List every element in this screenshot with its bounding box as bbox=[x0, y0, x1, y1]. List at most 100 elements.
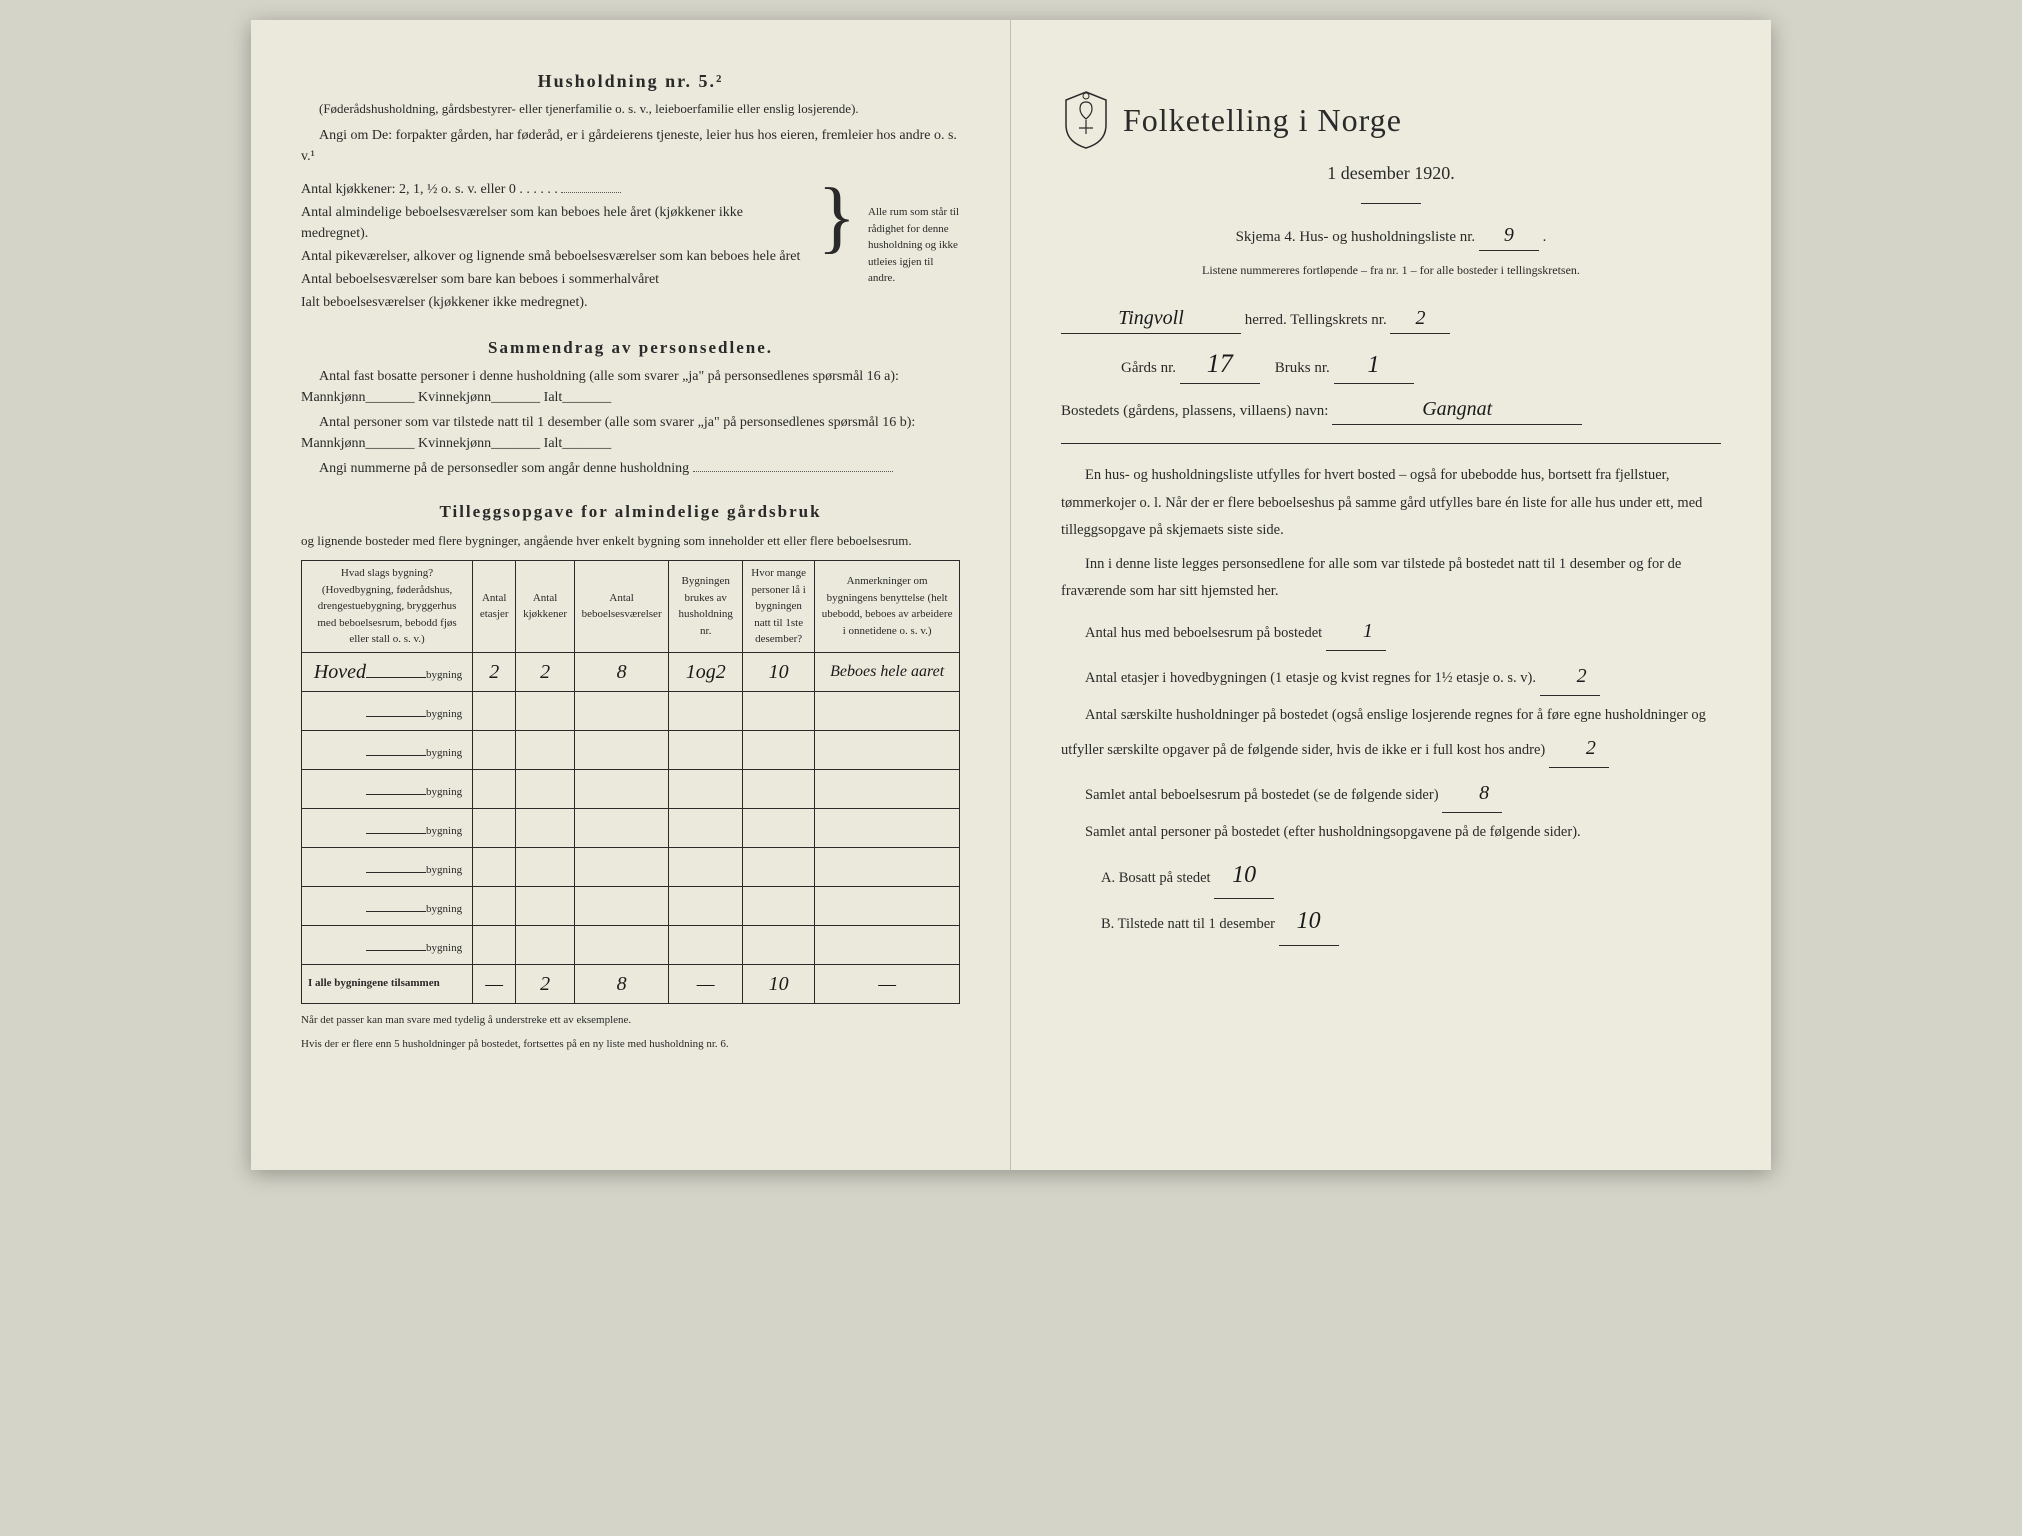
row-vaer: 8 bbox=[574, 652, 669, 691]
row-kjokken bbox=[516, 730, 575, 769]
qB-line: B. Tilstede natt til 1 desember 10 bbox=[1101, 899, 1721, 946]
row-pers: 10 bbox=[743, 652, 815, 691]
totals-etasjer: — bbox=[473, 964, 516, 1003]
bruks-nr: 1 bbox=[1334, 347, 1414, 384]
row-pers bbox=[743, 769, 815, 808]
row-anm bbox=[815, 886, 960, 925]
row-hush bbox=[669, 886, 743, 925]
bosted-label: Bostedets (gårdens, plassens, villaens) … bbox=[1061, 403, 1328, 419]
main-title: Folketelling i Norge bbox=[1123, 96, 1402, 144]
curly-brace-icon: } bbox=[818, 177, 856, 315]
main-subtitle: 1 desember 1920. bbox=[1061, 160, 1721, 187]
row-hush bbox=[669, 691, 743, 730]
household-subnote: (Føderådshusholdning, gårdsbestyrer- ell… bbox=[301, 99, 960, 119]
row-vaer bbox=[574, 886, 669, 925]
totals-vaer: 8 bbox=[574, 964, 669, 1003]
row-anm bbox=[815, 769, 960, 808]
row-hush bbox=[669, 847, 743, 886]
q2-val: 2 bbox=[1540, 657, 1600, 696]
rooms-line-2: Antal pikeværelser, alkover og lignende … bbox=[301, 246, 814, 267]
row-etasjer bbox=[473, 847, 516, 886]
row-anm bbox=[815, 847, 960, 886]
angi-line: Angi om De: forpakter gården, har føderå… bbox=[301, 125, 960, 167]
row-vaer bbox=[574, 925, 669, 964]
summary-p2: Antal personer som var tilstede natt til… bbox=[301, 412, 960, 454]
row-label: bygning bbox=[302, 808, 473, 847]
qA-line: A. Bosatt på stedet 10 bbox=[1101, 853, 1721, 900]
list-note: Listene nummereres fortløpende – fra nr.… bbox=[1061, 261, 1721, 279]
row-pers bbox=[743, 808, 815, 847]
hr-line bbox=[1061, 443, 1721, 444]
qB-val: 10 bbox=[1279, 899, 1339, 946]
tillegg-heading: Tilleggsopgave for almindelige gårdsbruk bbox=[301, 499, 960, 525]
row-etasjer bbox=[473, 691, 516, 730]
summary-p1: Antal fast bosatte personer i denne hush… bbox=[301, 366, 960, 408]
row-anm bbox=[815, 730, 960, 769]
herred-label: herred. Tellingskrets nr. bbox=[1245, 312, 1387, 328]
q3-val: 2 bbox=[1549, 729, 1609, 768]
th-pers: Hvor mange personer lå i bygningen natt … bbox=[743, 561, 815, 653]
building-table: Hvad slags bygning? (Hovedbygning, føder… bbox=[301, 560, 960, 1004]
row-etasjer: 2 bbox=[473, 652, 516, 691]
row-pers bbox=[743, 730, 815, 769]
rooms-line-3: Antal beboelsesværelser som bare kan beb… bbox=[301, 269, 814, 290]
row-anm bbox=[815, 691, 960, 730]
footnote-1: Når det passer kan man svare med tydelig… bbox=[301, 1012, 960, 1029]
table-row: bygning bbox=[302, 691, 960, 730]
skjema-line: Skjema 4. Hus- og husholdningsliste nr. … bbox=[1061, 220, 1721, 251]
th-etasjer: Antal etasjer bbox=[473, 561, 516, 653]
summary-p3: Angi nummerne på de personsedler som ang… bbox=[301, 458, 960, 479]
th-type: Hvad slags bygning? (Hovedbygning, føder… bbox=[302, 561, 473, 653]
summary-heading: Sammendrag av personsedlene. bbox=[301, 335, 960, 361]
krets-nr: 2 bbox=[1390, 303, 1450, 334]
table-row: bygning bbox=[302, 769, 960, 808]
q1-val: 1 bbox=[1326, 612, 1386, 651]
q1-line: Antal hus med beboelsesrum på bostedet 1 bbox=[1061, 612, 1721, 651]
table-row: bygning bbox=[302, 808, 960, 847]
q4-line: Samlet antal beboelsesrum på bostedet (s… bbox=[1061, 774, 1721, 813]
totals-hush: — bbox=[669, 964, 743, 1003]
row-pers bbox=[743, 886, 815, 925]
row-anm bbox=[815, 808, 960, 847]
row-hush bbox=[669, 808, 743, 847]
row-hush bbox=[669, 730, 743, 769]
gards-label: Gårds nr. bbox=[1121, 360, 1176, 376]
row-kjokken bbox=[516, 886, 575, 925]
row-label: bygning bbox=[302, 730, 473, 769]
table-row: Hovedbygning2281og210Beboes hele aaret bbox=[302, 652, 960, 691]
table-row: bygning bbox=[302, 847, 960, 886]
divider-line bbox=[1361, 203, 1421, 204]
row-kjokken bbox=[516, 925, 575, 964]
household-heading: Husholdning nr. 5.² bbox=[301, 68, 960, 95]
title-block: Folketelling i Norge bbox=[1061, 90, 1721, 150]
herred-value: Tingvoll bbox=[1061, 303, 1241, 334]
row-hush bbox=[669, 925, 743, 964]
row-vaer bbox=[574, 769, 669, 808]
row-pers bbox=[743, 691, 815, 730]
bruks-label: Bruks nr. bbox=[1275, 360, 1330, 376]
row-vaer bbox=[574, 808, 669, 847]
q5-line: Samlet antal personer på bostedet (efter… bbox=[1061, 819, 1721, 847]
left-page: Husholdning nr. 5.² (Føderådshusholdning… bbox=[251, 20, 1011, 1170]
row-etasjer bbox=[473, 730, 516, 769]
kitchen-line: Antal kjøkkener: 2, 1, ½ o. s. v. eller … bbox=[301, 179, 814, 200]
row-kjokken bbox=[516, 769, 575, 808]
bosted-value: Gangnat bbox=[1332, 394, 1582, 425]
row-etasjer bbox=[473, 925, 516, 964]
row-hush: 1og2 bbox=[669, 652, 743, 691]
rooms-block: Antal kjøkkener: 2, 1, ½ o. s. v. eller … bbox=[301, 177, 960, 315]
row-etasjer bbox=[473, 769, 516, 808]
row-label: bygning bbox=[302, 886, 473, 925]
row-vaer bbox=[574, 847, 669, 886]
instr-1: En hus- og husholdningsliste utfylles fo… bbox=[1061, 462, 1721, 545]
row-etasjer bbox=[473, 808, 516, 847]
row-anm: Beboes hele aaret bbox=[815, 652, 960, 691]
th-hush: Bygningen brukes av husholdning nr. bbox=[669, 561, 743, 653]
document-spread: Husholdning nr. 5.² (Føderådshusholdning… bbox=[251, 20, 1771, 1170]
th-kjokken: Antal kjøkkener bbox=[516, 561, 575, 653]
tillegg-sub: og lignende bosteder med flere bygninger… bbox=[301, 531, 960, 551]
row-pers bbox=[743, 847, 815, 886]
instructions-body: En hus- og husholdningsliste utfylles fo… bbox=[1061, 462, 1721, 946]
row-label: bygning bbox=[302, 691, 473, 730]
row-label: Hovedbygning bbox=[302, 652, 473, 691]
